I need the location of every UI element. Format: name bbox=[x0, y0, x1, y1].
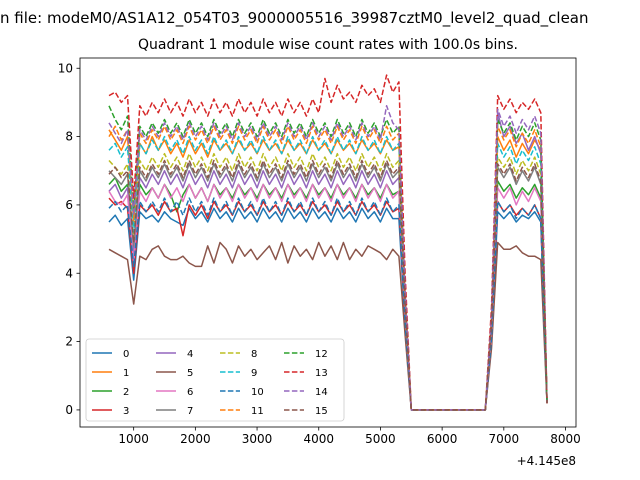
legend-label: 0 bbox=[123, 349, 129, 360]
y-tick-label: 0 bbox=[65, 403, 73, 417]
legend-label: 9 bbox=[251, 368, 257, 379]
x-tick-label: 6000 bbox=[427, 432, 458, 446]
legend-label: 14 bbox=[315, 387, 328, 398]
legend bbox=[85, 338, 345, 422]
plot-frame bbox=[79, 57, 577, 428]
legend-label: 12 bbox=[315, 349, 328, 360]
x-tick-label: 2000 bbox=[180, 432, 211, 446]
legend-label: 3 bbox=[123, 406, 129, 417]
legend-label: 10 bbox=[251, 387, 264, 398]
legend-label: 2 bbox=[123, 387, 129, 398]
x-tick-label: 8000 bbox=[550, 432, 581, 446]
legend-label: 11 bbox=[251, 406, 264, 417]
plot-area bbox=[108, 74, 548, 411]
legend-label: 7 bbox=[187, 406, 193, 417]
legend-label: 15 bbox=[315, 406, 328, 417]
y-tick-label: 10 bbox=[58, 61, 73, 75]
x-tick-label: 5000 bbox=[365, 432, 396, 446]
legend-label: 6 bbox=[187, 387, 193, 398]
y-tick-label: 6 bbox=[65, 198, 73, 212]
x-tick-label: 1000 bbox=[118, 432, 149, 446]
legend-label: 13 bbox=[315, 368, 328, 379]
series-line-15 bbox=[108, 159, 548, 411]
legend-label: 8 bbox=[251, 349, 257, 360]
x-tick-label: 3000 bbox=[242, 432, 273, 446]
y-tick-label: 8 bbox=[65, 130, 73, 144]
x-tick-label: 4000 bbox=[303, 432, 334, 446]
x-tick-label: 7000 bbox=[489, 432, 520, 446]
x-offset-label: +4.145e8 bbox=[517, 454, 576, 468]
figure-suptitle: n file: modeM0/AS1A12_054T03_9000005516_… bbox=[0, 9, 589, 27]
legend-label: 5 bbox=[187, 368, 193, 379]
chart-title: Quadrant 1 module wise count rates with … bbox=[138, 37, 518, 53]
legend-label: 4 bbox=[187, 349, 193, 360]
y-tick-label: 2 bbox=[65, 335, 73, 349]
legend-label: 1 bbox=[123, 368, 129, 379]
y-tick-label: 4 bbox=[65, 266, 73, 280]
